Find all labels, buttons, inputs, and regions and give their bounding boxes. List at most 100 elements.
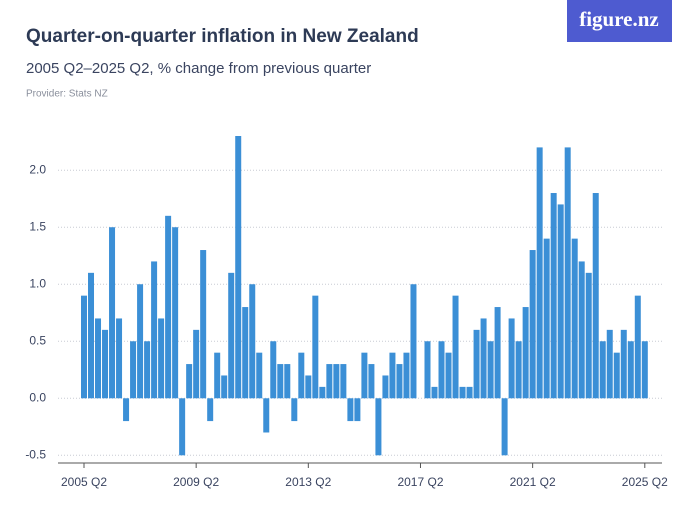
- chart-subtitle: 2005 Q2–2025 Q2, % change from previous …: [26, 60, 371, 77]
- bar: [88, 272, 95, 399]
- x-tick-label: 2017 Q2: [397, 475, 443, 489]
- bar: [466, 386, 473, 399]
- bar: [473, 329, 480, 399]
- bar: [284, 364, 291, 399]
- bar: [543, 238, 550, 399]
- bar: [221, 375, 228, 399]
- y-tick-label: 0.5: [29, 333, 46, 347]
- bar: [130, 341, 137, 399]
- bar: [634, 295, 641, 399]
- x-tick-label: 2005 Q2: [61, 475, 107, 489]
- bar: [438, 341, 445, 399]
- bar: [578, 261, 585, 399]
- y-tick-label: 0.0: [29, 390, 46, 404]
- bar: [81, 295, 87, 399]
- bar: [501, 398, 508, 456]
- bar: [396, 364, 403, 399]
- bar: [298, 352, 305, 399]
- x-tick-label: 2025 Q2: [622, 475, 668, 489]
- bar: [571, 238, 578, 399]
- y-tick-label: 2.0: [29, 162, 46, 176]
- bar: [431, 386, 438, 399]
- bar: [403, 352, 410, 399]
- bar: [529, 250, 536, 399]
- bar: [536, 147, 543, 399]
- x-tick-label: 2013 Q2: [285, 475, 331, 489]
- bar: [102, 329, 109, 399]
- bar: [494, 307, 501, 399]
- bar: [263, 398, 270, 433]
- y-tick-label: 1.5: [29, 219, 46, 233]
- bar: [158, 318, 165, 399]
- bar: [382, 375, 389, 399]
- bar: [613, 352, 620, 399]
- bar: [277, 364, 284, 399]
- bar: [522, 307, 529, 399]
- bar: [459, 386, 466, 399]
- bar: [270, 341, 277, 399]
- bar: [452, 295, 459, 399]
- bar: [228, 272, 235, 399]
- chart-title: Quarter-on-quarter inflation in New Zeal…: [26, 26, 419, 47]
- bar: [354, 398, 361, 422]
- bar: [487, 341, 494, 399]
- bar: [508, 318, 515, 399]
- bar: [123, 398, 130, 422]
- bar: [410, 284, 417, 399]
- bar: [564, 147, 571, 399]
- bar: [361, 352, 368, 399]
- bar: [445, 352, 452, 399]
- bar: [340, 364, 347, 399]
- bar: [116, 318, 123, 399]
- bar: [319, 386, 326, 399]
- bar: [368, 364, 375, 399]
- bar: [207, 398, 214, 422]
- bar: [557, 204, 564, 399]
- bar: [214, 352, 221, 399]
- bar: [599, 341, 606, 399]
- bar: [627, 341, 634, 399]
- provider: Provider: Stats NZ: [26, 89, 108, 100]
- bar: [305, 375, 312, 399]
- bar: [137, 284, 144, 399]
- bar: [550, 193, 557, 399]
- bar: [375, 398, 382, 456]
- bar: [172, 227, 179, 399]
- x-tick-label: 2009 Q2: [173, 475, 219, 489]
- bar: [151, 261, 158, 399]
- bar: [186, 364, 193, 399]
- bar: [165, 215, 172, 399]
- logo-box[interactable]: [567, 0, 672, 42]
- bar: [179, 398, 186, 456]
- bar: [585, 272, 592, 399]
- bar: [235, 136, 242, 399]
- bar: [641, 341, 648, 399]
- bar: [95, 318, 102, 399]
- y-tick-label: -0.5: [25, 447, 46, 461]
- bar: [606, 329, 613, 399]
- bar: [326, 364, 333, 399]
- bar: [312, 295, 319, 399]
- y-tick-label: 1.0: [29, 276, 46, 290]
- bar: [242, 307, 249, 399]
- bar: [480, 318, 487, 399]
- bar: [144, 341, 151, 399]
- x-tick-label: 2021 Q2: [510, 475, 556, 489]
- bar: [193, 329, 200, 399]
- bar: [620, 329, 627, 399]
- bar: [256, 352, 263, 399]
- bar: [200, 250, 207, 399]
- bar: [109, 227, 116, 399]
- bar: [515, 341, 522, 399]
- bar: [291, 398, 298, 422]
- bar: [249, 284, 256, 399]
- bar: [347, 398, 354, 422]
- bar: [592, 193, 599, 399]
- bar: [389, 352, 396, 399]
- bar: [424, 341, 431, 399]
- logo[interactable]: figure.nz: [579, 7, 659, 31]
- bar: [333, 364, 340, 399]
